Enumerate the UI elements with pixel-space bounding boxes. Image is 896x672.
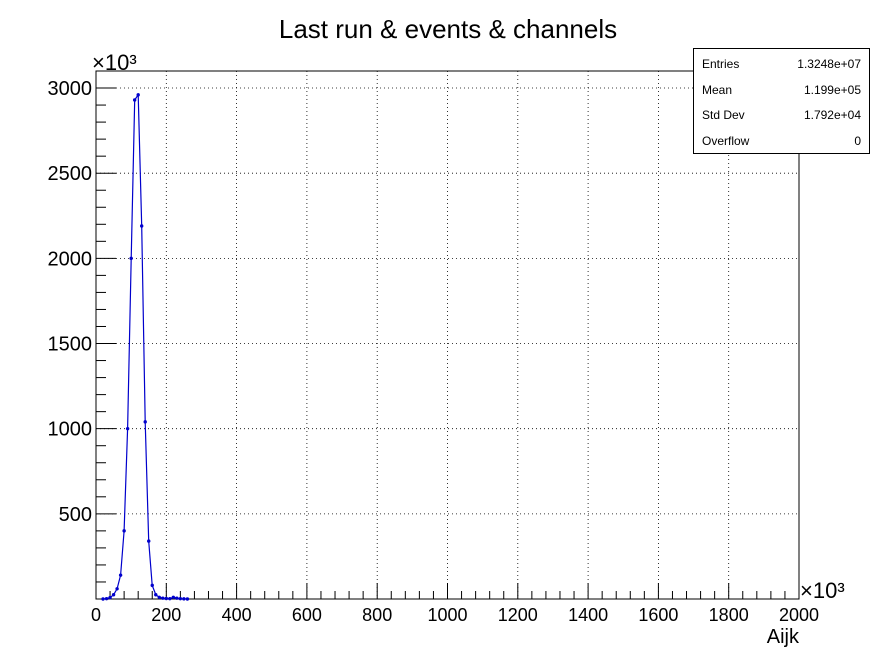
- series-line: [102, 92, 188, 600]
- x-tick-label: 200: [151, 605, 181, 625]
- data-point: [147, 539, 151, 543]
- y-multiplier: ×10³: [92, 50, 137, 75]
- data-point: [115, 587, 119, 591]
- data-point: [178, 596, 183, 601]
- data-point: [171, 595, 176, 599]
- stats-row-overflow: Overflow 0: [694, 128, 869, 153]
- stats-row-mean: Mean 1.199e+05: [694, 77, 869, 102]
- data-point: [185, 597, 190, 601]
- x-multiplier: ×10³: [800, 578, 845, 603]
- data-point: [125, 426, 130, 431]
- grid-lines: [96, 71, 799, 599]
- x-tick-label: 2000: [779, 605, 819, 625]
- stats-value: 1.3248e+07: [797, 57, 861, 71]
- data-point: [168, 596, 172, 601]
- stats-label: Std Dev: [702, 108, 745, 122]
- data-series: [101, 92, 190, 601]
- data-point: [154, 593, 158, 597]
- x-axis-label: Aijk: [767, 626, 800, 648]
- y-tick-label: 500: [59, 504, 92, 526]
- stats-label: Mean: [702, 83, 733, 97]
- x-tick-label: 800: [362, 605, 392, 625]
- y-tick-label: 1500: [48, 334, 93, 356]
- data-point: [143, 420, 147, 424]
- stats-row-entries: Entries 1.3248e+07: [694, 51, 869, 76]
- data-point: [136, 93, 140, 97]
- y-tick-label: 2500: [48, 163, 93, 185]
- data-point: [129, 256, 133, 261]
- x-tick-label: 1600: [638, 605, 678, 625]
- axis-tick-labels: 0 200 400 600 800 1000 1200 1400 1600 1800 2000 500…: [48, 78, 820, 625]
- data-point: [132, 98, 137, 102]
- data-point: [164, 596, 168, 601]
- data-point: [150, 583, 154, 588]
- x-tick-label: 1800: [709, 605, 749, 625]
- chart-title: Last run & events & channels: [279, 14, 617, 44]
- data-point: [139, 224, 144, 228]
- axis-ticks: [95, 70, 800, 599]
- y-tick-label: 1000: [48, 419, 93, 441]
- stats-label: Entries: [702, 57, 740, 71]
- data-point: [108, 595, 112, 600]
- x-tick-label: 600: [292, 605, 322, 625]
- data-point: [175, 596, 179, 600]
- data-point: [182, 597, 186, 601]
- stats-label: Overflow: [702, 134, 750, 148]
- stats-row-std-dev: Std Dev 1.792e+04: [694, 102, 869, 127]
- x-tick-label: 1000: [427, 605, 467, 625]
- data-point: [161, 596, 165, 600]
- x-tick-label: 0: [91, 605, 101, 625]
- data-point: [104, 596, 109, 601]
- data-point: [122, 529, 126, 533]
- stats-box: Entries 1.3248e+07 Mean 1.199e+05 Std De…: [693, 48, 870, 154]
- data-point: [157, 595, 161, 599]
- y-tick-label: 2000: [48, 248, 93, 270]
- y-tick-label: 3000: [48, 78, 93, 100]
- data-point: [101, 597, 105, 601]
- stats-value: 1.199e+05: [803, 83, 861, 97]
- stats-value: 1.792e+04: [803, 108, 861, 122]
- x-tick-label: 1200: [498, 605, 538, 625]
- data-point: [111, 593, 116, 597]
- x-tick-label: 1400: [568, 605, 608, 625]
- data-point: [118, 573, 123, 577]
- stats-value: 0: [854, 134, 861, 148]
- x-tick-label: 400: [222, 605, 252, 625]
